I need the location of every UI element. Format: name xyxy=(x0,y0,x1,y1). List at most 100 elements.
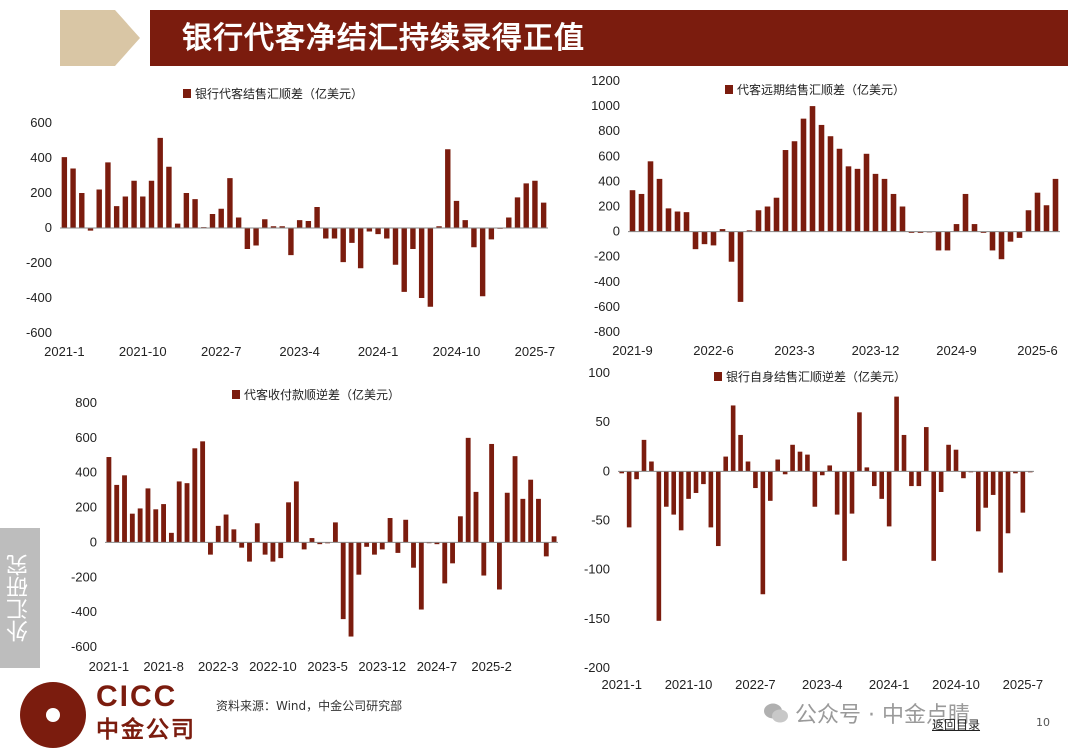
side-tab-label: 外汇研究 xyxy=(7,554,32,642)
legend-swatch xyxy=(725,85,733,94)
bar xyxy=(901,434,907,472)
bar xyxy=(908,231,915,233)
side-tab xyxy=(0,528,40,668)
y-tick-label: -600 xyxy=(594,299,620,314)
bar xyxy=(953,224,960,232)
bar xyxy=(122,196,129,228)
bar xyxy=(317,542,323,545)
bar xyxy=(79,193,85,228)
source-note: 资料来源：Wind，中金公司研究部 xyxy=(216,699,403,713)
y-tick-label: -400 xyxy=(71,604,97,619)
bar xyxy=(140,196,146,228)
x-tick-label: 2022-7 xyxy=(735,677,775,692)
legend-swatch xyxy=(183,89,191,98)
y-tick-label: 600 xyxy=(598,148,620,163)
bar xyxy=(845,166,852,232)
bar xyxy=(296,220,303,229)
bar xyxy=(392,228,399,265)
bar xyxy=(782,150,789,232)
bar xyxy=(728,231,735,262)
chart-svg: 800 600 400 200 0 -200 -400 -600 2021-1 2021-8 202… xyxy=(71,387,558,674)
logo-text-cn: 中金公司 xyxy=(96,717,196,743)
bar xyxy=(506,217,512,228)
bar xyxy=(917,231,924,233)
bar xyxy=(61,157,68,229)
bar xyxy=(411,542,416,568)
x-tick-label: 2021-1 xyxy=(89,659,129,674)
bar xyxy=(719,229,726,232)
bar xyxy=(708,471,714,528)
bar xyxy=(366,228,373,232)
bar xyxy=(528,479,534,543)
bar xyxy=(854,168,861,232)
bar xyxy=(113,206,120,228)
chart-svg: 1200 1000 800 600 400 200 0 -200 -400 -600 -800 202… xyxy=(591,73,1060,358)
y-tick-label: 0 xyxy=(613,224,620,239)
bar xyxy=(532,180,538,228)
bar xyxy=(473,491,479,543)
bar xyxy=(746,230,753,232)
bar xyxy=(87,228,94,231)
bar xyxy=(340,228,346,263)
y-tick-label: -100 xyxy=(584,562,610,577)
bar xyxy=(70,168,76,228)
bar xyxy=(395,542,401,553)
wechat-icon xyxy=(764,703,788,723)
header-accent-chevron xyxy=(60,10,140,66)
logo-text-en: CICC xyxy=(96,680,178,713)
bar xyxy=(998,471,1003,573)
header-bar xyxy=(150,10,1068,66)
bar xyxy=(983,471,989,508)
header-accent-shape xyxy=(60,10,140,66)
x-tick-label: 2021-1 xyxy=(44,344,84,359)
bar xyxy=(148,180,155,228)
x-tick-label: 2024-7 xyxy=(417,659,457,674)
bar xyxy=(881,178,888,232)
bar xyxy=(1007,231,1014,242)
chart-forward-settlement: 1200 1000 800 600 400 200 0 -200 -400 -600 -800 202… xyxy=(560,70,1070,360)
bar xyxy=(953,449,959,472)
bar xyxy=(857,412,862,472)
bar xyxy=(693,471,699,493)
back-to-contents-link[interactable]: 返回目录 xyxy=(932,718,981,732)
bar xyxy=(975,471,981,532)
y-tick-label: -400 xyxy=(594,274,620,289)
bar xyxy=(819,471,825,476)
bar xyxy=(990,471,996,495)
chart-client-fx-settlement: 600 400 200 0 -200 -400 -600 2021-1 2021-10 2022-… xyxy=(20,80,555,360)
legend-swatch xyxy=(714,372,722,381)
bar xyxy=(683,212,690,232)
bar xyxy=(938,471,944,492)
bar xyxy=(701,471,706,485)
bar xyxy=(899,206,906,232)
legend-label: 银行自身结售汇顺逆差（亿美元） xyxy=(726,369,906,384)
bar xyxy=(168,532,174,543)
bar xyxy=(890,193,897,232)
bar xyxy=(145,488,151,543)
bar xyxy=(760,471,766,595)
x-tick-label: 2021-9 xyxy=(612,343,652,358)
bar xyxy=(649,461,654,472)
bar xyxy=(1034,192,1041,232)
y-tick-label: -200 xyxy=(584,660,610,675)
bar xyxy=(767,471,773,501)
bar xyxy=(270,542,276,562)
bar xyxy=(638,193,645,232)
x-tick-label: 2024-9 xyxy=(936,343,976,358)
x-tick-label: 2023-3 xyxy=(774,343,814,358)
y-tick-label: 1000 xyxy=(591,98,620,113)
bar xyxy=(244,228,251,249)
bar xyxy=(384,228,390,239)
bar xyxy=(401,228,407,292)
bar xyxy=(215,525,221,543)
bar xyxy=(418,228,425,298)
bar xyxy=(665,208,672,232)
y-tick-label: -150 xyxy=(584,611,610,626)
y-tick-label: -600 xyxy=(71,639,97,654)
bar xyxy=(641,439,647,472)
bar xyxy=(129,513,135,543)
bar xyxy=(314,207,320,228)
x-tick-label: 2025-2 xyxy=(471,659,511,674)
bar xyxy=(122,475,127,543)
bar xyxy=(879,471,885,499)
